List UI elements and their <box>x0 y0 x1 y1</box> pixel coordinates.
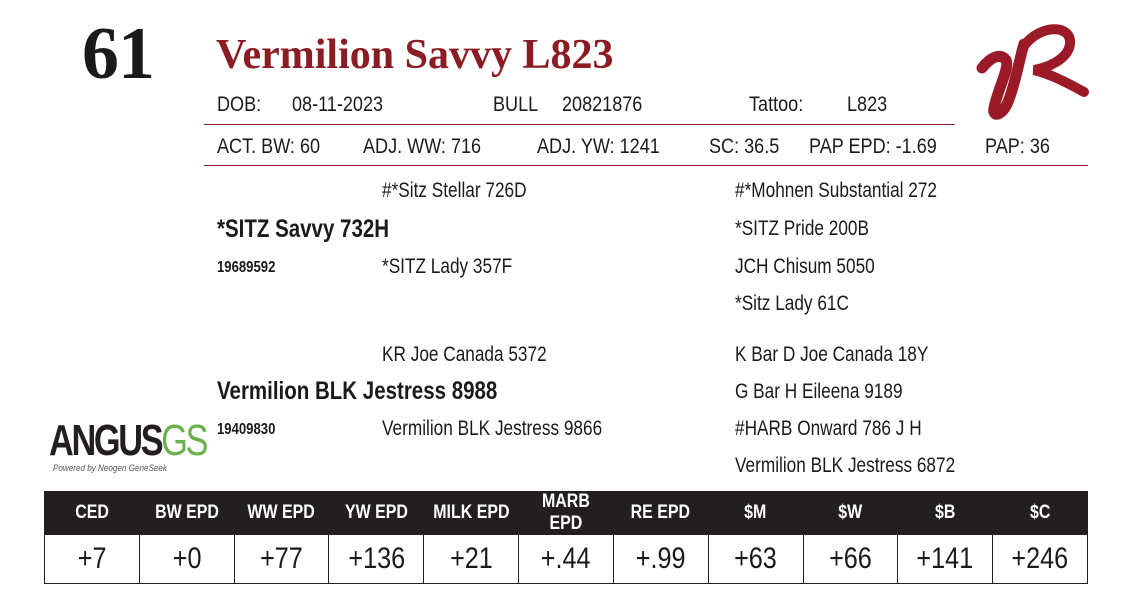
epd-value: +246 <box>1011 542 1069 575</box>
epd-header-label: BW EPD <box>154 502 219 523</box>
epd-value: +63 <box>734 542 777 575</box>
epd-header-label: MILK EPD <box>433 502 510 523</box>
registration-number: 20821876 <box>562 93 643 116</box>
actual-birth-weight: ACT. BW: 60 <box>217 135 321 158</box>
epd-header-row: CED BW EPD WW EPD YW EPD MILK EPD MARB EPD RE … <box>44 491 1088 535</box>
sire-registration: 19689592 <box>217 259 276 276</box>
epd-value-cell: +77 <box>233 535 330 584</box>
sire-name: *SITZ Savvy 732H <box>217 215 390 243</box>
epd-header-label: $M <box>744 502 767 523</box>
sire-dam-sire: JCH Chisum 5050 <box>735 255 875 278</box>
epd-value-cell: +246 <box>992 535 1088 584</box>
epd-value: +21 <box>449 542 493 575</box>
dob-label: DOB: <box>217 93 262 116</box>
epd-value: +7 <box>77 542 107 575</box>
sire-dam-dam: *Sitz Lady 61C <box>735 292 849 315</box>
dam-sire-sire: K Bar D Joe Canada 18Y <box>735 343 929 366</box>
epd-header-cell: $C <box>992 491 1088 535</box>
animal-name: Vermilion Savvy L823 <box>216 32 614 78</box>
epd-header-label: MARB EPD <box>542 491 590 534</box>
angus-word: ANGUS <box>49 416 164 465</box>
performance-divider <box>204 165 1088 166</box>
epd-value: +.44 <box>541 542 591 575</box>
dam-dam-dam: Vermilion BLK Jestress 6872 <box>735 454 956 477</box>
epd-value-cell: +0 <box>138 535 235 584</box>
gs-suffix: GS <box>161 416 208 465</box>
epd-header-label: RE EPD <box>631 502 691 523</box>
epd-value: +77 <box>260 542 303 575</box>
epd-header-label: $W <box>838 502 863 523</box>
epd-header-label: WW EPD <box>247 502 316 523</box>
sire-sire-dam: *SITZ Pride 200B <box>735 217 869 240</box>
adjusted-yearling-weight: ADJ. YW: 1241 <box>537 135 660 158</box>
tattoo-value: L823 <box>847 93 888 116</box>
epd-header-cell: YW EPD <box>328 491 424 535</box>
epd-header-cell: MARB EPD <box>518 491 614 535</box>
epd-value: +0 <box>172 542 202 575</box>
dam-dam: Vermilion BLK Jestress 9866 <box>382 417 603 440</box>
pap-value: PAP: 36 <box>985 135 1050 158</box>
epd-value-cell: +66 <box>802 535 899 584</box>
scrotal-circumference: SC: 36.5 <box>709 135 780 158</box>
vr-brand-logo <box>976 24 1089 120</box>
epd-header-cell: WW EPD <box>233 491 329 535</box>
angus-gs-logo: ANGUSGS Powered by Neogen GeneSeek <box>49 416 208 478</box>
angus-tagline: Powered by Neogen GeneSeek <box>53 463 167 473</box>
epd-header-cell: $M <box>707 491 803 535</box>
sire-sire-sire: #*Mohnen Substantial 272 <box>735 179 938 202</box>
epd-header-label: CED <box>75 502 109 523</box>
sire-dam: *SITZ Lady 357F <box>382 255 513 278</box>
dam-dam-sire: #HARB Onward 786 J H <box>735 417 922 440</box>
epd-header-cell: MILK EPD <box>423 491 519 535</box>
dam-sire: KR Joe Canada 5372 <box>382 343 547 366</box>
epd-header-cell: $W <box>802 491 898 535</box>
pap-epd: PAP EPD: -1.69 <box>809 135 937 158</box>
epd-value: +.99 <box>635 542 686 575</box>
dam-sire-dam: G Bar H Eileena 9189 <box>735 380 903 403</box>
epd-value-cell: +136 <box>328 535 425 584</box>
epd-value-cell: +7 <box>44 535 140 584</box>
sire-sire: #*Sitz Stellar 726D <box>382 179 527 202</box>
epd-table: CED BW EPD WW EPD YW EPD MILK EPD MARB EPD RE … <box>44 491 1088 584</box>
epd-value-row: +7 +0 +77 +136 +21 +.44 +.99 +63 +66 +141 +246 <box>44 535 1088 584</box>
dob-value: 08-11-2023 <box>292 93 384 116</box>
epd-value-cell: +.99 <box>612 535 709 584</box>
lot-number: 61 <box>82 13 155 95</box>
epd-value-cell: +21 <box>423 535 520 584</box>
epd-header-cell: CED <box>44 491 140 535</box>
dam-registration: 19409830 <box>217 421 276 438</box>
epd-value: +141 <box>916 542 974 575</box>
tattoo-label: Tattoo: <box>749 93 804 116</box>
epd-value-cell: +141 <box>897 535 994 584</box>
epd-value-cell: +63 <box>707 535 804 584</box>
epd-value: +66 <box>829 542 872 575</box>
epd-header-cell: RE EPD <box>612 491 709 535</box>
adjusted-weaning-weight: ADJ. WW: 716 <box>363 135 482 158</box>
epd-header-label: $C <box>1030 502 1051 523</box>
header-divider <box>204 124 955 125</box>
dam-name: Vermilion BLK Jestress 8988 <box>217 377 498 405</box>
epd-header-cell: $B <box>897 491 993 535</box>
epd-header-label: YW EPD <box>344 502 408 523</box>
epd-header-label: $B <box>935 502 956 523</box>
epd-value-cell: +.44 <box>518 535 614 584</box>
epd-value: +136 <box>347 542 405 575</box>
sex-label: BULL <box>493 93 539 116</box>
epd-header-cell: BW EPD <box>138 491 235 535</box>
